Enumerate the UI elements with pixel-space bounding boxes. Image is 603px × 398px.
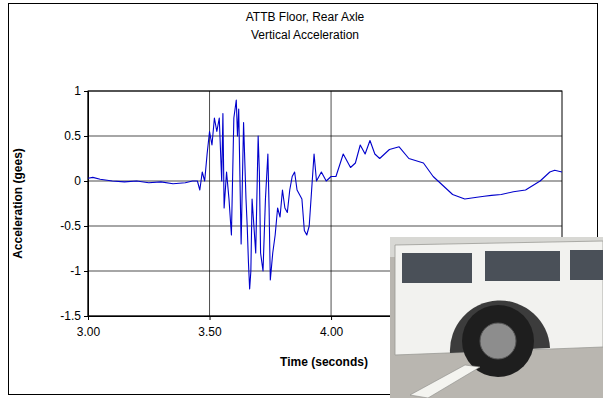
y-tick-label: -1.5 bbox=[60, 309, 81, 323]
y-tick-mark bbox=[84, 91, 88, 92]
y-tick-mark bbox=[84, 226, 88, 227]
y-axis-title: Acceleration (gees) bbox=[11, 148, 25, 259]
photo-inset bbox=[390, 237, 603, 398]
x-tick: 4.00 bbox=[320, 316, 344, 339]
x-tick-mark bbox=[88, 316, 89, 320]
y-tick-label: 0.5 bbox=[64, 129, 81, 143]
y-tick: 0.5 bbox=[64, 129, 88, 143]
chart: ATTB Floor, Rear Axle Vertical Accelerati… bbox=[0, 0, 603, 398]
data-line bbox=[88, 100, 562, 289]
y-tick-mark bbox=[84, 271, 88, 272]
grid-line-x bbox=[331, 91, 332, 316]
chart-frame bbox=[9, 4, 598, 395]
photo-bus-window bbox=[485, 251, 560, 281]
y-tick-label: 1 bbox=[74, 84, 81, 98]
y-tick: -0.5 bbox=[60, 219, 88, 233]
grid-line-y bbox=[88, 181, 562, 182]
y-tick-label: 0 bbox=[74, 174, 81, 188]
grid-line-y bbox=[88, 226, 562, 227]
x-tick-label: 4.00 bbox=[320, 325, 344, 339]
y-tick: 0 bbox=[74, 174, 88, 188]
x-tick-label: 3.50 bbox=[198, 325, 222, 339]
y-tick-label: -1 bbox=[70, 264, 81, 278]
y-tick-mark bbox=[84, 136, 88, 137]
y-tick: 1 bbox=[74, 84, 88, 98]
photo-ground bbox=[390, 237, 603, 398]
photo-bus-window bbox=[570, 250, 603, 280]
y-tick-label: -0.5 bbox=[60, 219, 81, 233]
x-tick-mark bbox=[331, 316, 332, 320]
x-tick-mark bbox=[210, 316, 211, 320]
plot-area bbox=[88, 100, 562, 289]
photo-hub bbox=[480, 323, 516, 359]
chart-title: ATTB Floor, Rear Axle bbox=[246, 10, 365, 24]
x-axis-title: Time (seconds) bbox=[280, 355, 368, 369]
y-tick: -1.5 bbox=[60, 309, 88, 323]
chart-title: Vertical Acceleration bbox=[251, 28, 359, 42]
grid-line-y bbox=[88, 136, 562, 137]
y-axis-line bbox=[88, 92, 89, 317]
photo-bus-window bbox=[402, 253, 472, 283]
photo-curb-block bbox=[410, 365, 480, 398]
x-tick: 3.50 bbox=[198, 316, 222, 339]
x-tick-label: 3.00 bbox=[77, 325, 101, 339]
y-axis: -1.5 -1 -0.5 0 0.5 1 bbox=[60, 84, 88, 323]
y-tick-mark bbox=[84, 316, 88, 317]
y-tick-mark bbox=[84, 181, 88, 182]
y-tick: -1 bbox=[70, 264, 88, 278]
grid-line-x bbox=[209, 91, 210, 316]
